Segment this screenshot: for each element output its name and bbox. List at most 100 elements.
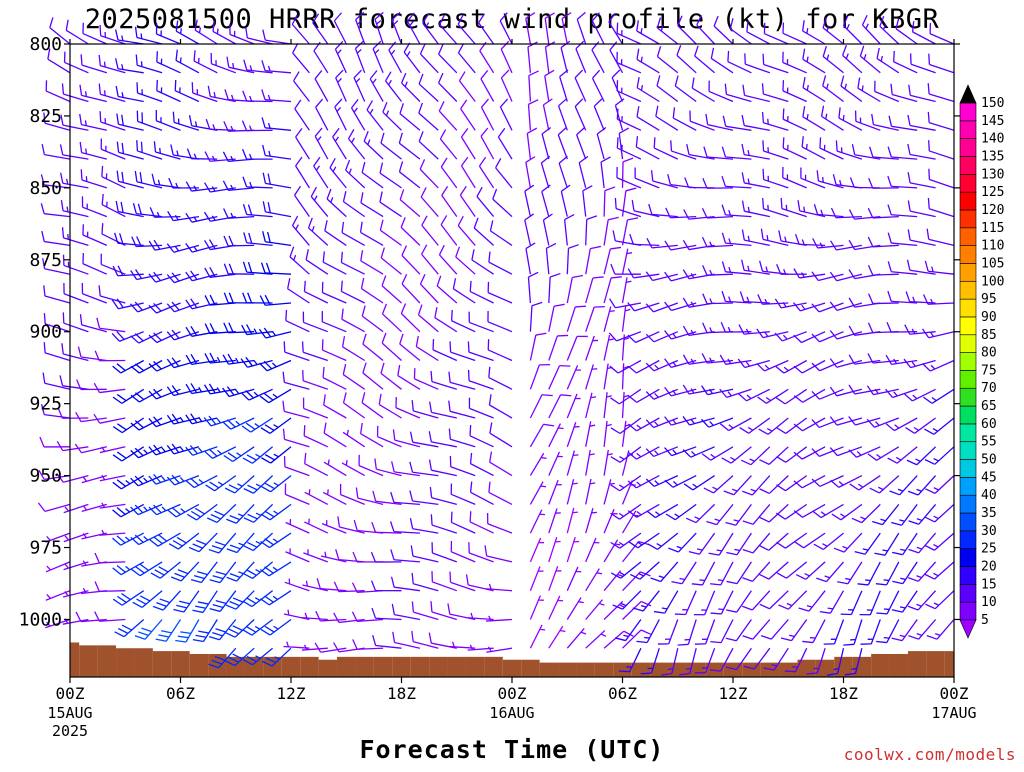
x-axis-title: Forecast Time (UTC) bbox=[360, 735, 665, 764]
colorbar-segment bbox=[960, 495, 976, 513]
barb-shaft bbox=[45, 353, 70, 361]
barb-shaft bbox=[45, 296, 70, 303]
barb-shaft bbox=[99, 562, 125, 563]
colorbar-segment bbox=[960, 477, 976, 495]
barb-full-flag bbox=[47, 17, 56, 27]
colorbar-segment bbox=[960, 281, 976, 299]
barb-shaft bbox=[46, 562, 70, 572]
barb-full-flag bbox=[40, 144, 46, 155]
surface-segment bbox=[466, 657, 484, 677]
colorbar-segment bbox=[960, 549, 976, 567]
surface-segment bbox=[540, 663, 558, 677]
colorbar-label: 70 bbox=[981, 381, 997, 396]
barb-shaft bbox=[707, 303, 733, 304]
y-tick-label: 800 bbox=[29, 34, 62, 55]
colorbar-segment bbox=[960, 210, 976, 228]
barb-shaft bbox=[46, 91, 70, 101]
colorbar-label: 135 bbox=[981, 149, 1004, 164]
surface-segment bbox=[429, 657, 447, 677]
surface-segment bbox=[98, 645, 116, 677]
colorbar-segment bbox=[960, 602, 976, 620]
colorbar-label: 100 bbox=[981, 274, 1004, 289]
barb-full-flag bbox=[61, 52, 69, 63]
colorbar-segment bbox=[960, 567, 976, 585]
barb-shaft bbox=[44, 214, 70, 217]
colorbar-segment bbox=[960, 103, 976, 121]
colorbar-label: 95 bbox=[981, 292, 997, 307]
barb-shaft bbox=[873, 303, 899, 304]
x-tick-date: 17AUG bbox=[931, 704, 976, 722]
colorbar-segment bbox=[960, 139, 976, 157]
colorbar-label: 20 bbox=[981, 560, 997, 575]
colorbar-under-triangle bbox=[960, 620, 976, 638]
wind-barb bbox=[38, 495, 70, 513]
x-tick-date: 15AUG bbox=[47, 704, 92, 722]
barb-full-flag bbox=[59, 343, 65, 354]
colorbar-label: 45 bbox=[981, 470, 997, 485]
colorbar-label: 80 bbox=[981, 346, 997, 361]
colorbar-label: 145 bbox=[981, 114, 1004, 129]
barb-shaft bbox=[44, 242, 70, 246]
barb-half-flag bbox=[47, 565, 51, 570]
colorbar-segment bbox=[960, 335, 976, 353]
surface-segment bbox=[521, 660, 539, 677]
barb-full-flag bbox=[59, 144, 65, 155]
surface-segment bbox=[558, 663, 576, 677]
colorbar-label: 120 bbox=[981, 203, 1004, 218]
colorbar-segment bbox=[960, 246, 976, 264]
colorbar-segment bbox=[960, 442, 976, 460]
barb-full-flag bbox=[41, 373, 47, 384]
barb-full-flag bbox=[60, 283, 67, 294]
surface-segment bbox=[669, 663, 687, 677]
colorbar-segment bbox=[960, 460, 976, 478]
surface-segment bbox=[687, 663, 705, 677]
surface-segment bbox=[576, 663, 594, 677]
barb-full-flag bbox=[40, 437, 44, 447]
colorbar-segment bbox=[960, 156, 976, 174]
colorbar-label: 15 bbox=[981, 577, 997, 592]
wind-barb bbox=[40, 437, 70, 447]
x-tick-label: 06Z bbox=[608, 684, 637, 703]
colorbar-label: 60 bbox=[981, 417, 997, 432]
barb-full-flag bbox=[60, 83, 67, 94]
y-tick-label: 925 bbox=[29, 394, 62, 415]
x-tick-label: 18Z bbox=[387, 684, 416, 703]
barb-full-flag bbox=[38, 502, 45, 513]
wind-barb bbox=[41, 342, 73, 360]
barb-half-flag bbox=[65, 563, 68, 568]
colorbar-segment bbox=[960, 228, 976, 246]
colorbar-over-triangle bbox=[960, 85, 976, 103]
colorbar-label: 30 bbox=[981, 524, 997, 539]
colorbar-segment bbox=[960, 263, 976, 281]
x-tick-label: 12Z bbox=[277, 684, 306, 703]
speed-colorbar: 5101520253035404550556065707580859095100… bbox=[960, 85, 1004, 638]
surface-segment bbox=[448, 657, 466, 677]
barb-full-flag bbox=[59, 375, 64, 385]
surface-segment bbox=[134, 648, 152, 677]
surface-segment bbox=[319, 660, 337, 677]
barb-full-flag bbox=[41, 285, 48, 296]
surface-segment bbox=[227, 657, 245, 677]
colorbar-segment bbox=[960, 192, 976, 210]
colorbar-label: 130 bbox=[981, 167, 1004, 182]
y-tick-label: 900 bbox=[29, 322, 62, 343]
surface-segment bbox=[79, 645, 97, 677]
colorbar-segment bbox=[960, 299, 976, 317]
barb-full-flag bbox=[43, 80, 51, 91]
x-tick-date: 16AUG bbox=[489, 704, 534, 722]
colorbar-label: 85 bbox=[981, 328, 997, 343]
surface-segment bbox=[392, 657, 410, 677]
barb-full-flag bbox=[57, 441, 62, 451]
x-tick-label: 18Z bbox=[829, 684, 858, 703]
colorbar-segment bbox=[960, 513, 976, 531]
barb-full-flag bbox=[40, 203, 45, 213]
barb-shaft bbox=[247, 101, 273, 102]
barb-shaft bbox=[99, 591, 125, 592]
colorbar-segment bbox=[960, 388, 976, 406]
barb-shaft bbox=[46, 591, 70, 601]
surface-segment bbox=[779, 663, 797, 677]
colorbar-segment bbox=[960, 584, 976, 602]
colorbar-label: 65 bbox=[981, 399, 997, 414]
colorbar-segment bbox=[960, 424, 976, 442]
